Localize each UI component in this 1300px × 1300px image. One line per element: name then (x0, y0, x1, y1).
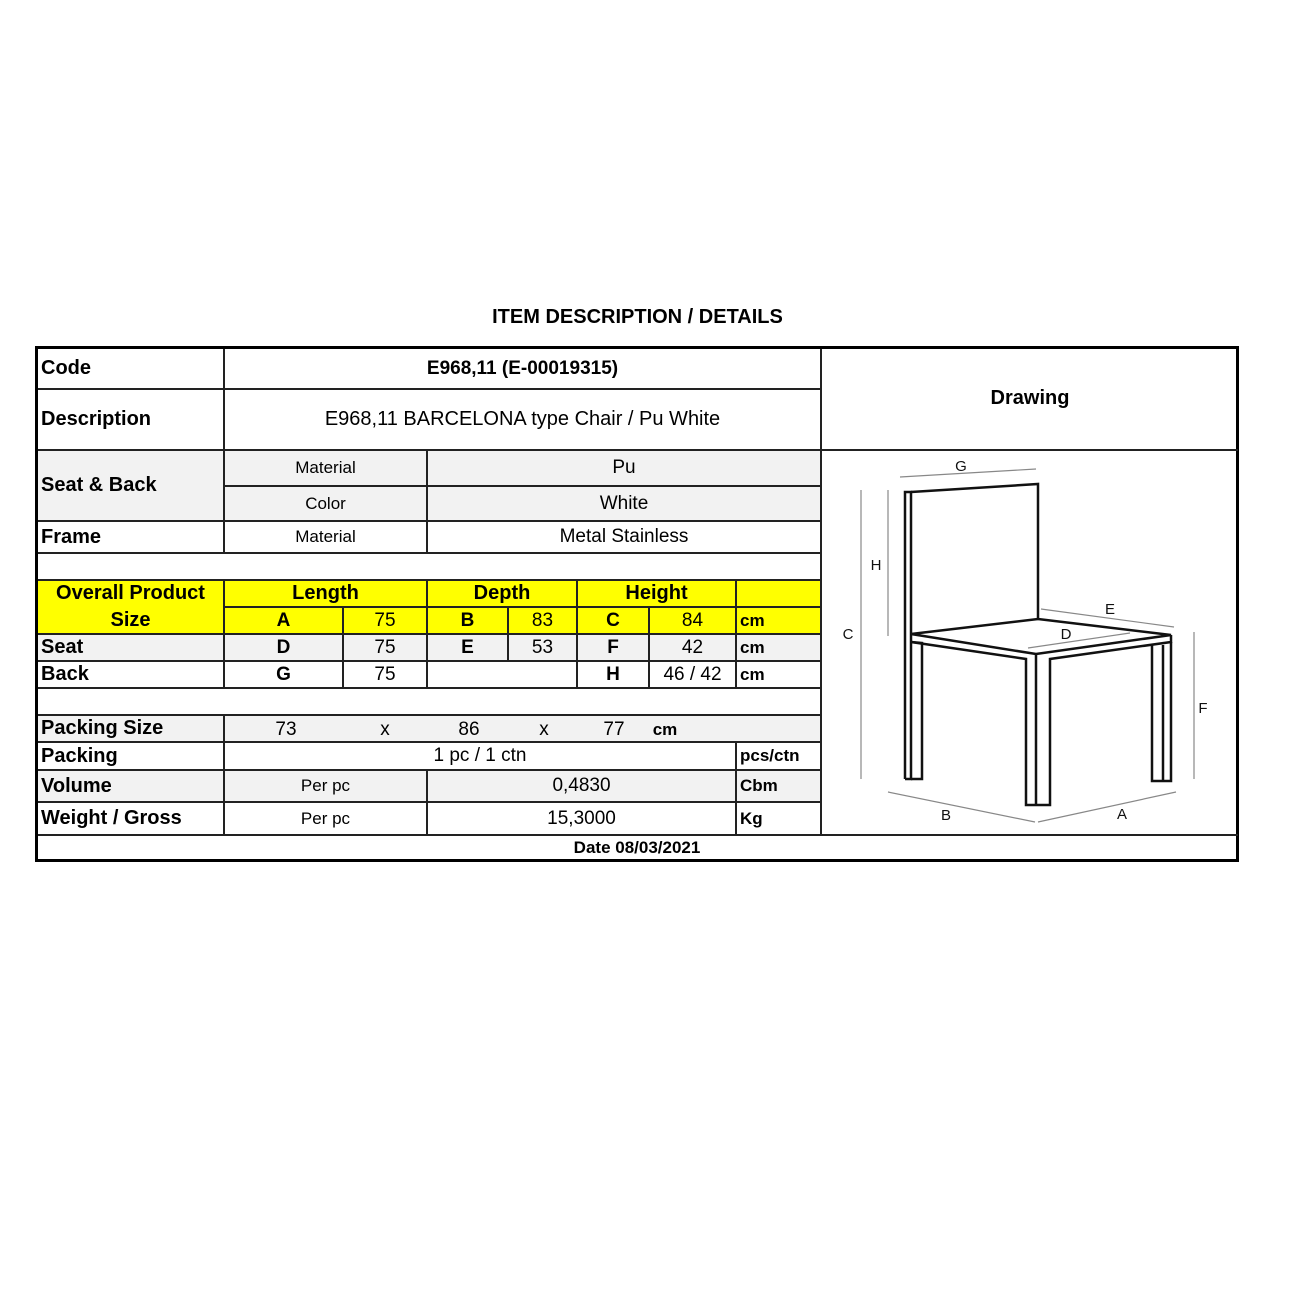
weight-value: 15,3000 (428, 803, 737, 836)
details-table: Code E968,11 (E-00019315) Drawing Descri… (35, 346, 1239, 862)
dim-b-value: 83 (509, 608, 578, 635)
spacer-row (38, 554, 822, 581)
back-unit: cm (737, 662, 822, 689)
dim-label-f: F (1198, 700, 1207, 717)
frame-material-label: Material (225, 522, 428, 554)
packing-size-value: 73 x 86 x 77 cm (225, 716, 822, 743)
depth-header: Depth (428, 581, 578, 608)
code-value: E968,11 (E-00019315) (225, 349, 822, 390)
packing-label: Packing (38, 743, 225, 771)
dim-label-b: B (941, 807, 951, 824)
dim-c-value: 84 (650, 608, 737, 635)
seat-back-material: Pu (428, 451, 822, 487)
frame-material: Metal Stainless (428, 522, 822, 554)
overall-unit: cm (737, 608, 822, 635)
dim-f-value: 42 (650, 635, 737, 662)
dim-f: F (578, 635, 650, 662)
dim-label-c: C (843, 626, 854, 643)
page-title: ITEM DESCRIPTION / DETAILS (492, 306, 783, 328)
seat-back-label: Seat & Back (38, 451, 225, 522)
dim-label-a: A (1117, 806, 1127, 823)
packing-width: 86 (458, 719, 480, 740)
dim-a: A (225, 608, 344, 635)
frame-label: Frame (38, 522, 225, 554)
dim-d-value: 75 (344, 635, 428, 662)
packing-value: 1 pc / 1 ctn (225, 743, 737, 771)
dim-a-value: 75 (344, 608, 428, 635)
weight-label: Weight / Gross (38, 803, 225, 836)
seat-back-material-label: Material (225, 451, 428, 487)
weight-unit: Kg (737, 803, 822, 836)
packing-length: 73 (275, 719, 297, 740)
volume-unit: Cbm (737, 771, 822, 803)
packing-size-unit: cm (652, 720, 678, 739)
dim-e: E (428, 635, 509, 662)
seat-back-color-label: Color (225, 487, 428, 522)
height-header: Height (578, 581, 737, 608)
description-value: E968,11 BARCELONA type Chair / Pu White (225, 390, 822, 451)
volume-label: Volume (38, 771, 225, 803)
drawing-area: G H C E D F B A (822, 451, 1238, 836)
chair-outline (903, 482, 1173, 807)
packing-unit: pcs/ctn (737, 743, 822, 771)
times-sign: x (380, 719, 390, 740)
spacer-row (38, 689, 822, 716)
packing-size-label: Packing Size (38, 716, 225, 743)
chair-drawing: G H C E D F B A (843, 458, 1208, 824)
dim-label-h: H (871, 557, 882, 574)
volume-value: 0,4830 (428, 771, 737, 803)
seat-unit: cm (737, 635, 822, 662)
weight-per: Per pc (225, 803, 428, 836)
volume-per: Per pc (225, 771, 428, 803)
length-header: Length (225, 581, 428, 608)
back-label: Back (38, 662, 225, 689)
dim-d: D (225, 635, 344, 662)
code-label: Code (38, 349, 225, 390)
date: Date 08/03/2021 (573, 838, 701, 857)
dim-label-e: E (1105, 601, 1115, 618)
packing-height: 77 (603, 719, 625, 740)
header-blank (737, 581, 822, 608)
dim-c: C (578, 608, 650, 635)
dim-label-g: G (955, 458, 967, 475)
dim-b: B (428, 608, 509, 635)
seat-back-color: White (428, 487, 822, 522)
dim-e-value: 53 (509, 635, 578, 662)
dim-g: G (225, 662, 344, 689)
back-blank (428, 662, 578, 689)
times-sign: x (539, 719, 549, 740)
seat-label: Seat (38, 635, 225, 662)
dim-h-value: 46 / 42 (650, 662, 737, 689)
dim-label-d: D (1061, 626, 1072, 643)
dim-h: H (578, 662, 650, 689)
drawing-label: Drawing (822, 349, 1238, 451)
description-label: Description (38, 390, 225, 451)
dim-g-value: 75 (344, 662, 428, 689)
dimension-lines (860, 468, 1195, 823)
overall-size-label: Overall Product Size (38, 581, 225, 635)
